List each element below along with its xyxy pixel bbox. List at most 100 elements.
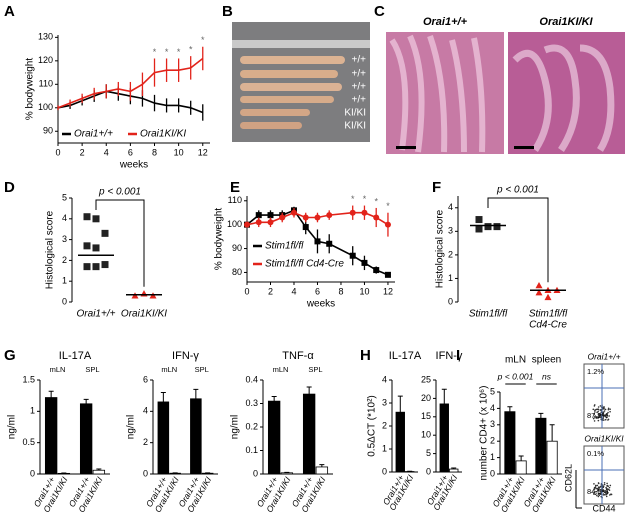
point [361,209,368,216]
flow-event [609,494,611,496]
flow-event [597,416,599,418]
flow-event [597,410,599,413]
point [349,252,356,259]
y-tick-label: 2 [143,437,148,447]
flow-title: Orai1+/+ [587,351,620,361]
point [255,219,262,226]
photo-label: +/+ [352,55,367,66]
bar [515,460,527,475]
flow-event [593,405,596,407]
point [267,212,274,219]
y-tick-label: 0.5 [22,437,35,447]
ruler [232,40,370,48]
point [83,213,91,221]
flow-event [594,415,596,418]
significance-mark: * [153,47,157,57]
category-label: Stim1fl/fl [469,309,508,320]
y-tick-label: 1 [490,452,495,462]
error-bar [441,388,447,404]
x-axis-label: weeks [119,160,148,171]
flow-event [592,408,595,411]
bar [267,400,281,475]
x-tick-label: 2 [268,286,273,296]
photo-label: KI/KI [344,121,366,132]
x-tick-label: 6 [128,147,133,157]
flow-event [605,493,608,496]
error-bar [451,467,457,470]
significance-mark: * [165,47,169,57]
group-label: mLN [505,355,526,366]
point [326,240,333,247]
y-tick-label: 1 [30,406,35,416]
significance-mark: * [189,45,193,55]
y-tick-label: 0.1 [245,445,258,455]
x-tick-label: 12 [198,147,208,157]
tissue-texture [389,34,486,153]
error-bar [160,392,166,402]
point [92,244,100,252]
flow-title: Orai1KI/KI [584,433,624,443]
bracket [95,199,145,287]
point [384,271,391,278]
colon [240,70,338,78]
flow-event [609,484,612,487]
flow-event [598,494,601,497]
bar [157,401,170,475]
flow-event [605,495,608,498]
flow-event [597,413,600,415]
y-axis-label: ng/ml [230,415,241,439]
group-label: mLN [273,365,289,374]
significance-mark: * [363,194,367,204]
y-axis-label: ng/ml [126,415,137,439]
y-tick-label: 0 [143,468,148,478]
y-tick-label: 1.5 [22,374,35,384]
y-tick-label: 90 [232,243,242,253]
flow-event [593,420,596,422]
flow-event [602,411,604,414]
scale-bar [396,146,416,149]
y-tick-label: 5 [490,386,495,396]
annotation: ns [542,371,552,381]
p-value: p < 0.001 [496,185,539,196]
significance-mark: * [177,47,181,57]
point [544,293,552,301]
y-tick-label: 130 [38,32,53,42]
x-tick-label: 8 [338,286,343,296]
point [326,212,333,219]
flow-event [604,408,607,411]
flow-event [608,486,611,489]
significance-mark: * [386,201,390,211]
quadrant-label: 84.0% [587,487,609,496]
flow-event [603,410,606,412]
point [302,224,309,231]
y-axis-label: number CD4+ (x 10⁶) [479,386,490,481]
flow-event [608,415,610,417]
y-axis-label: % bodyweight [214,208,225,270]
y-tick-label: 25 [421,374,431,384]
photo-label: KI/KI [344,108,366,119]
point [475,225,483,233]
photo-c [386,32,625,154]
error-bar [193,388,199,399]
point [101,229,109,237]
bar [504,411,516,475]
point [314,238,321,245]
bar [315,466,329,475]
x-tick-label: 12 [383,286,393,296]
point [361,259,368,266]
flow-event [602,494,605,496]
flow-event [597,419,600,422]
group-label: mLN [161,365,177,374]
flow-event [602,417,604,419]
flow-event [594,490,596,493]
category-label: Orai1+/+ [77,309,116,320]
y-axis-label: Histological score [435,209,446,288]
panel-label: E [230,179,240,196]
x-tick-label: 0 [55,147,60,157]
flow-event [592,417,595,420]
x-tick-label: 6 [315,286,320,296]
flow-event [606,488,609,490]
scale-bar [514,146,534,149]
x-tick-label: 2 [80,147,85,157]
error-bar [538,412,544,419]
